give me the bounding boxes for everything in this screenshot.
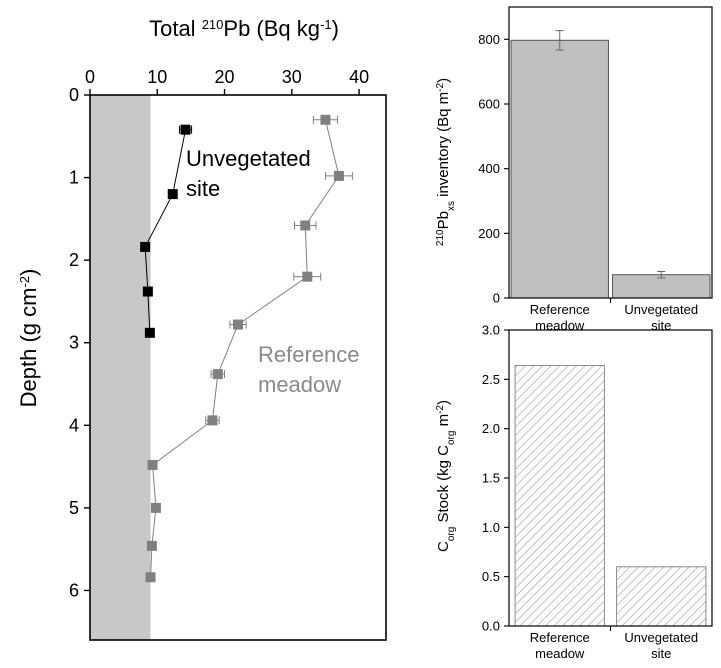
y-tick-label: 6 bbox=[69, 580, 79, 600]
y-tick-label: 3 bbox=[69, 333, 79, 353]
data-point bbox=[320, 114, 331, 125]
bar bbox=[514, 365, 605, 627]
profile-y-axis-title: Depth (g cm-2) bbox=[16, 269, 41, 408]
profile-x-axis-title: Total 210Pb (Bq kg-1) bbox=[149, 16, 339, 41]
y-tick-label: 4 bbox=[69, 415, 79, 435]
category-label: meadow bbox=[535, 646, 585, 661]
y-tick-label: 5 bbox=[69, 498, 79, 518]
bar bbox=[616, 566, 707, 627]
category-label: Reference bbox=[530, 630, 590, 645]
depth-profile-chart: 0 10 20 30 40 0 1 2 3 4 5 6 Total 210Pb (Bq kg-1) D… bbox=[16, 16, 387, 641]
data-point bbox=[300, 220, 311, 231]
category-label: Unvegetated bbox=[624, 630, 698, 645]
bar bbox=[510, 39, 609, 299]
data-point bbox=[233, 319, 243, 330]
data-point bbox=[145, 572, 156, 583]
x-tick-label: 0 bbox=[85, 67, 95, 87]
y-tick-label: 0.5 bbox=[482, 569, 500, 584]
data-point bbox=[180, 124, 191, 135]
data-point bbox=[207, 415, 218, 426]
x-tick-label: 40 bbox=[349, 67, 369, 87]
data-point bbox=[140, 241, 151, 252]
x-tick-label: 10 bbox=[147, 67, 167, 87]
category-label: Unvegetated bbox=[624, 302, 698, 317]
category-label: site bbox=[651, 318, 671, 333]
series-reference-meadow bbox=[145, 114, 353, 583]
y-tick-label: 800 bbox=[478, 32, 500, 47]
profile-plot-frame bbox=[89, 94, 387, 641]
y-tick-label: 400 bbox=[478, 161, 500, 176]
x-tick-label: 20 bbox=[215, 67, 235, 87]
y-tick-label: 0 bbox=[493, 291, 500, 306]
data-point bbox=[146, 540, 157, 551]
category-label: site bbox=[651, 646, 671, 661]
category-label: meadow bbox=[535, 318, 585, 333]
data-point bbox=[302, 271, 313, 282]
data-point bbox=[147, 459, 158, 470]
inventory-plot-frame bbox=[508, 6, 713, 299]
series-line bbox=[144, 129, 187, 333]
stock-plot-frame bbox=[508, 329, 713, 627]
stock-y-axis-title: Corg Stock (kg Corg m-2) bbox=[435, 400, 457, 552]
y-tick-label: 2 bbox=[69, 250, 79, 270]
annotation-reference-meadow: Reference meadow bbox=[258, 342, 366, 397]
y-tick-label: 2.5 bbox=[482, 372, 500, 387]
y-tick-label: 1.5 bbox=[482, 471, 500, 486]
y-tick-label: 200 bbox=[478, 226, 500, 241]
data-point bbox=[144, 327, 155, 338]
category-label: Reference bbox=[530, 302, 590, 317]
y-tick-label: 0 bbox=[69, 85, 79, 105]
inventory-y-axis-title: 210Pbxs inventory (Bq m-2) bbox=[435, 78, 457, 246]
series-unvegetated-site bbox=[140, 124, 193, 338]
y-tick-label: 1 bbox=[69, 168, 79, 188]
y-tick-label: 3.0 bbox=[482, 323, 500, 338]
data-point bbox=[150, 502, 161, 513]
x-tick-label: 30 bbox=[282, 67, 302, 87]
y-tick-label: 0.0 bbox=[482, 619, 500, 634]
supported-pb-band bbox=[90, 95, 151, 640]
y-tick-label: 2.0 bbox=[482, 421, 500, 436]
data-point bbox=[333, 170, 344, 181]
annotation-unvegetated-site: Unvegetated site bbox=[186, 146, 317, 201]
data-point bbox=[142, 286, 153, 297]
y-tick-label: 600 bbox=[478, 97, 500, 112]
y-tick-label: 1.0 bbox=[482, 520, 500, 535]
data-point bbox=[167, 189, 178, 200]
data-point bbox=[212, 369, 223, 380]
